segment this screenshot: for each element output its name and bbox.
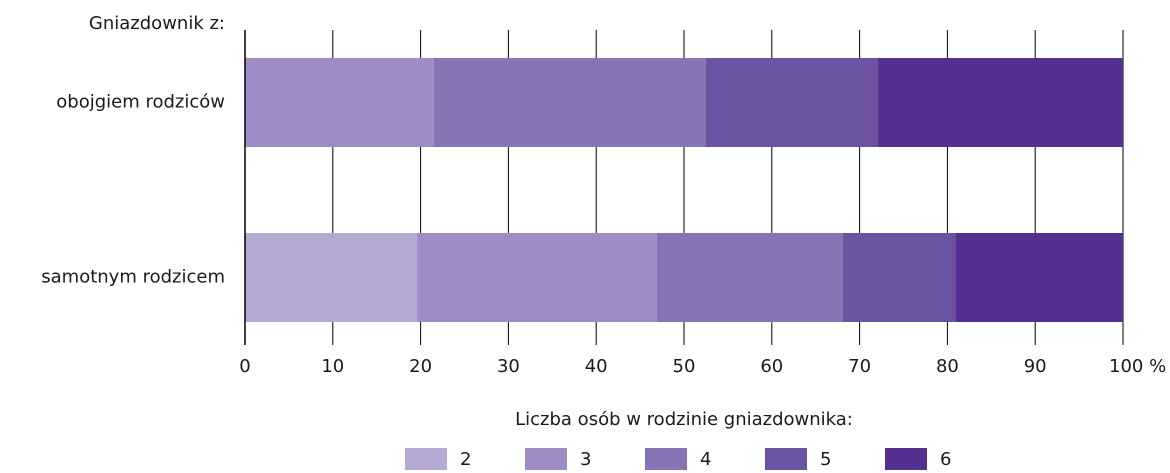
- x-tick-label: 0: [239, 356, 250, 377]
- x-tick-label: 10: [321, 356, 344, 377]
- bar-segment: [245, 58, 434, 147]
- bar-segment: [433, 58, 706, 147]
- x-tick-label: 30: [497, 356, 520, 377]
- legend-label: 3: [580, 449, 591, 470]
- legend-swatch: [645, 448, 687, 470]
- bar-segment: [878, 58, 1123, 147]
- bar-segment: [842, 233, 956, 322]
- bar-segment: [245, 233, 418, 322]
- x-tick-label: 80: [936, 356, 959, 377]
- x-tick-label: 70: [848, 356, 871, 377]
- x-tick-label: 90: [1024, 356, 1047, 377]
- bar-segment: [656, 233, 843, 322]
- legend-swatch: [765, 448, 807, 470]
- x-tick-label: 100 %: [1109, 356, 1166, 377]
- legend-swatch: [525, 448, 567, 470]
- legend-label: 6: [940, 449, 951, 470]
- x-tick-label: 60: [760, 356, 783, 377]
- legend-title: Liczba osób w rodzinie gniazdownika:: [515, 409, 853, 430]
- bar-segment: [417, 233, 657, 322]
- legend-label: 4: [700, 449, 711, 470]
- legend-swatch: [885, 448, 927, 470]
- x-tick-label: 50: [673, 356, 696, 377]
- legend-label: 2: [460, 449, 471, 470]
- category-label: samotnym rodzicem: [41, 267, 225, 288]
- bar-segment: [705, 58, 879, 147]
- x-tick-label: 20: [409, 356, 432, 377]
- bar-segment: [955, 233, 1123, 322]
- legend-label: 5: [820, 449, 831, 470]
- x-tick-label: 40: [585, 356, 608, 377]
- legend-swatch: [405, 448, 447, 470]
- y-axis-title: Gniazdownik z:: [89, 13, 225, 34]
- category-label: obojgiem rodziców: [56, 92, 225, 113]
